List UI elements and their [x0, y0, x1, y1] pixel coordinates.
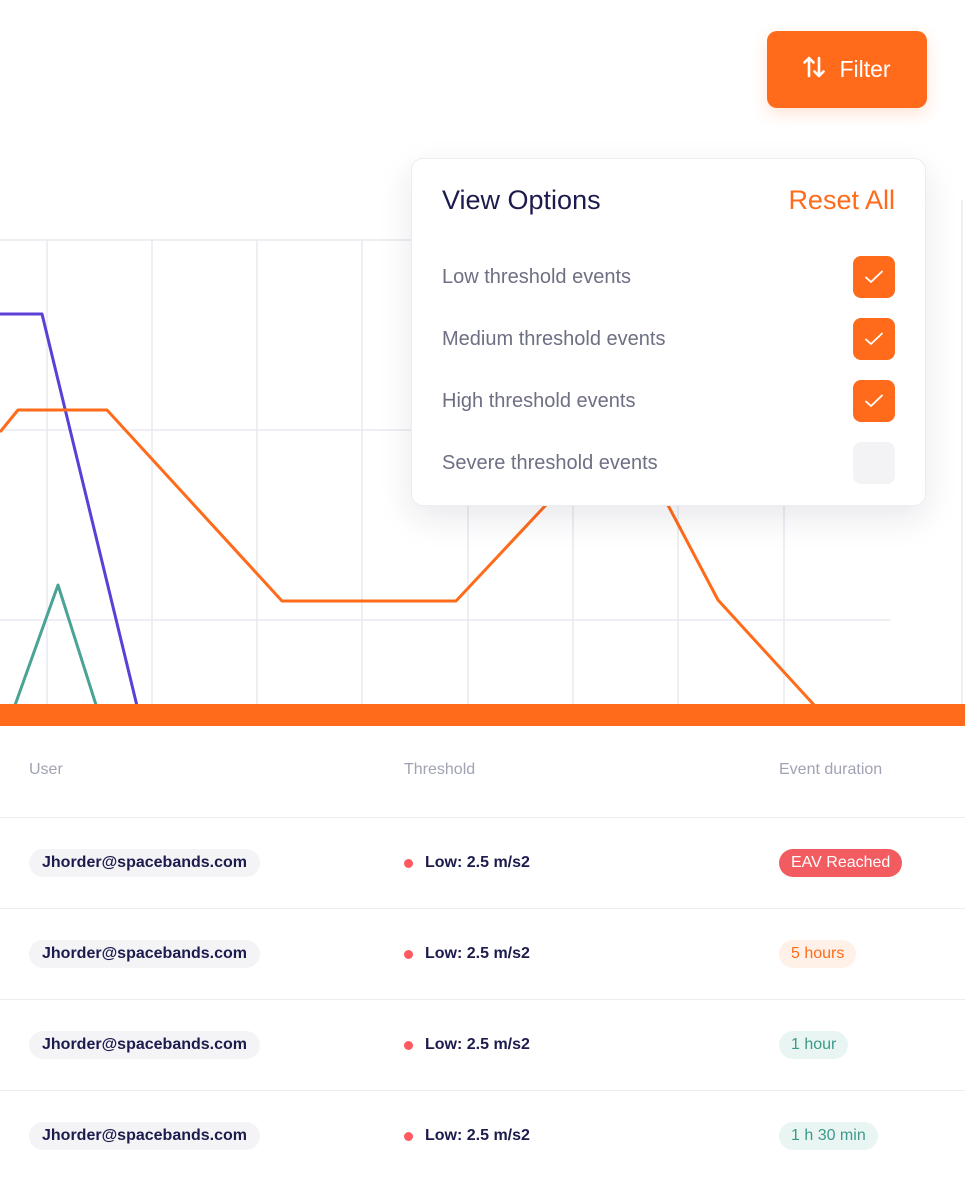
table-row[interactable]: Jhorder@spacebands.com Low: 2.5 m/s2 5 h… [0, 908, 965, 999]
status-dot-icon [404, 1131, 413, 1141]
threshold-cell: Low: 2.5 m/s2 [404, 1122, 530, 1150]
column-header-user[interactable]: User [29, 761, 63, 778]
option-label: Medium threshold events [442, 327, 666, 350]
series-line-teal [12, 583, 99, 709]
filter-button[interactable]: Filter [767, 31, 927, 108]
table-row[interactable]: Jhorder@spacebands.com Low: 2.5 m/s2 1 h… [0, 1090, 965, 1181]
column-header-event-duration[interactable]: Event duration [779, 761, 883, 778]
checkmark-icon [865, 332, 883, 345]
series-line-purple [0, 312, 140, 711]
threshold-value: Low: 2.5 m/s2 [425, 1036, 530, 1053]
threshold-cell: Low: 2.5 m/s2 [404, 940, 530, 968]
view-options-popover: View Options Reset All Low threshold eve… [411, 158, 926, 506]
option-severe-threshold: Severe threshold events [442, 442, 895, 484]
user-email-pill: Jhorder@spacebands.com [29, 1031, 260, 1059]
view-options-title: View Options [442, 185, 601, 215]
chart-baseline-bar [0, 704, 965, 726]
threshold-value: Low: 2.5 m/s2 [425, 945, 530, 962]
table-row[interactable]: Jhorder@spacebands.com Low: 2.5 m/s2 1 h… [0, 999, 965, 1090]
option-medium-threshold: Medium threshold events [442, 318, 895, 360]
series-line-orange [0, 408, 817, 708]
option-label: Low threshold events [442, 265, 632, 288]
threshold-value: Low: 2.5 m/s2 [425, 1127, 530, 1144]
medium-threshold-checkbox[interactable] [853, 318, 895, 360]
reset-all-link[interactable]: Reset All [788, 185, 895, 215]
option-high-threshold: High threshold events [442, 380, 895, 422]
status-dot-icon [404, 949, 413, 959]
threshold-cell: Low: 2.5 m/s2 [404, 849, 530, 877]
filter-button-label: Filter [839, 56, 891, 82]
option-label: Severe threshold events [442, 451, 658, 474]
high-threshold-checkbox[interactable] [853, 380, 895, 422]
duration-badge: EAV Reached [779, 849, 903, 877]
table-row[interactable]: Jhorder@spacebands.com Low: 2.5 m/s2 EAV… [0, 817, 965, 908]
status-dot-icon [404, 858, 413, 868]
checkmark-icon [865, 270, 883, 283]
threshold-cell: Low: 2.5 m/s2 [404, 1031, 530, 1059]
user-email-pill: Jhorder@spacebands.com [29, 1122, 260, 1150]
sort-arrows-icon [803, 55, 826, 85]
severe-threshold-checkbox[interactable] [853, 442, 895, 484]
threshold-value: Low: 2.5 m/s2 [425, 854, 530, 871]
checkmark-icon [865, 394, 883, 407]
column-header-threshold[interactable]: Threshold [404, 761, 476, 778]
status-dot-icon [404, 1040, 413, 1050]
option-low-threshold: Low threshold events [442, 256, 895, 298]
option-label: High threshold events [442, 389, 636, 412]
low-threshold-checkbox[interactable] [853, 256, 895, 298]
duration-badge: 1 hour [779, 1031, 849, 1059]
duration-badge: 1 h 30 min [779, 1122, 878, 1150]
duration-badge: 5 hours [779, 940, 857, 968]
user-email-pill: Jhorder@spacebands.com [29, 940, 260, 968]
user-email-pill: Jhorder@spacebands.com [29, 849, 260, 877]
